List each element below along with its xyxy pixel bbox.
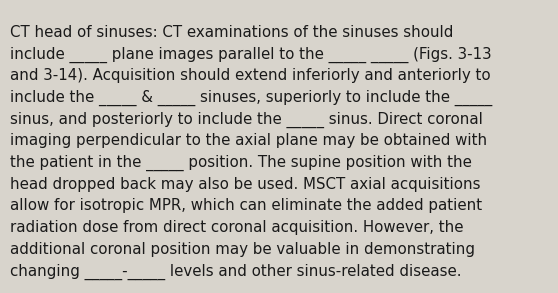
Text: head dropped back may also be used. MSCT axial acquisitions: head dropped back may also be used. MSCT… xyxy=(10,177,480,192)
Text: include the _____ & _____ sinuses, superiorly to include the _____: include the _____ & _____ sinuses, super… xyxy=(10,90,492,106)
Text: changing _____-_____ levels and other sinus-related disease.: changing _____-_____ levels and other si… xyxy=(10,263,461,280)
Text: additional coronal position may be valuable in demonstrating: additional coronal position may be valua… xyxy=(10,242,475,257)
Text: and 3-14). Acquisition should extend inferiorly and anteriorly to: and 3-14). Acquisition should extend inf… xyxy=(10,68,490,83)
Text: CT head of sinuses: CT examinations of the sinuses should: CT head of sinuses: CT examinations of t… xyxy=(10,25,454,40)
Text: the patient in the _____ position. The supine position with the: the patient in the _____ position. The s… xyxy=(10,155,472,171)
Text: allow for isotropic MPR, which can eliminate the added patient: allow for isotropic MPR, which can elimi… xyxy=(10,198,482,213)
Text: sinus, and posteriorly to include the _____ sinus. Direct coronal: sinus, and posteriorly to include the __… xyxy=(10,112,483,128)
Text: radiation dose from direct coronal acquisition. However, the: radiation dose from direct coronal acqui… xyxy=(10,220,464,235)
Text: imaging perpendicular to the axial plane may be obtained with: imaging perpendicular to the axial plane… xyxy=(10,133,487,148)
Text: include _____ plane images parallel to the _____ _____ (Figs. 3-13: include _____ plane images parallel to t… xyxy=(10,47,492,63)
